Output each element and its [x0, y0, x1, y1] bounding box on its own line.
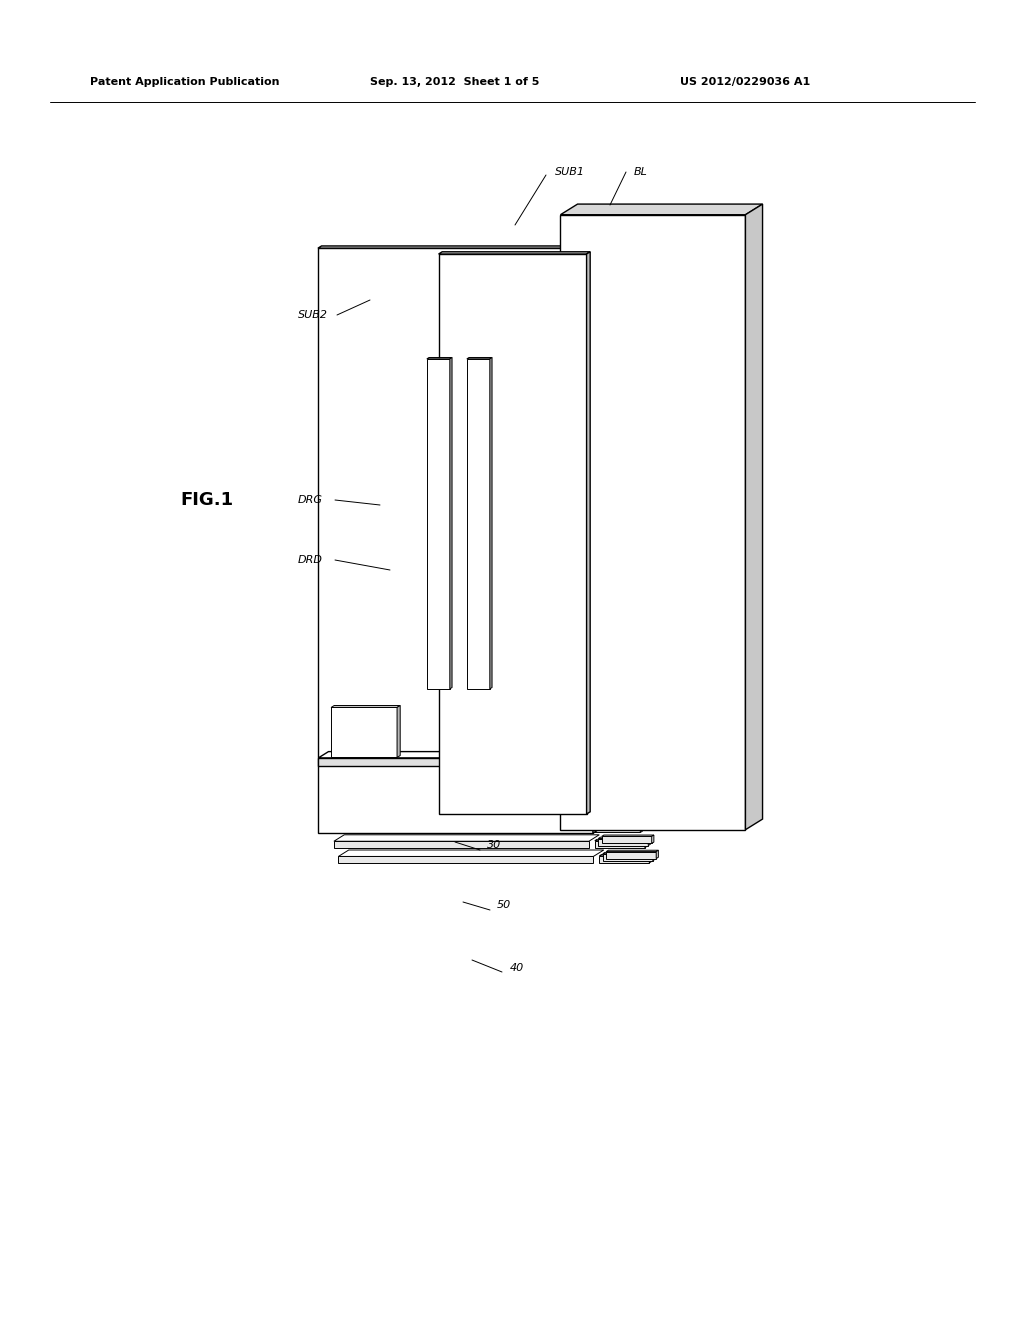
Polygon shape: [602, 837, 651, 843]
Polygon shape: [331, 705, 400, 708]
Polygon shape: [644, 822, 646, 830]
Text: SUB2: SUB2: [298, 310, 328, 319]
Polygon shape: [745, 205, 763, 830]
Text: DRG: DRG: [298, 495, 323, 506]
Polygon shape: [317, 246, 597, 248]
Polygon shape: [334, 834, 599, 841]
Polygon shape: [645, 840, 647, 847]
Polygon shape: [640, 824, 642, 833]
Polygon shape: [317, 248, 593, 833]
Polygon shape: [606, 850, 658, 851]
Text: US 2012/0229036 A1: US 2012/0229036 A1: [680, 77, 810, 87]
Polygon shape: [599, 855, 649, 863]
Polygon shape: [560, 205, 763, 215]
Polygon shape: [595, 840, 647, 841]
Polygon shape: [648, 837, 650, 846]
Polygon shape: [593, 751, 603, 766]
Polygon shape: [595, 841, 645, 847]
Polygon shape: [652, 853, 655, 861]
Polygon shape: [331, 708, 397, 758]
Polygon shape: [427, 358, 452, 359]
Polygon shape: [602, 836, 654, 837]
Polygon shape: [334, 841, 589, 849]
Polygon shape: [467, 358, 493, 359]
Polygon shape: [338, 857, 593, 863]
Polygon shape: [606, 851, 656, 858]
Polygon shape: [590, 824, 642, 825]
Polygon shape: [397, 705, 400, 758]
Text: DRD: DRD: [298, 554, 323, 565]
Polygon shape: [603, 854, 652, 861]
Text: Sep. 13, 2012  Sheet 1 of 5: Sep. 13, 2012 Sheet 1 of 5: [370, 77, 540, 87]
Text: FIG.1: FIG.1: [180, 491, 233, 510]
Polygon shape: [599, 854, 651, 855]
Text: SUB1: SUB1: [555, 168, 585, 177]
Polygon shape: [597, 821, 647, 828]
Polygon shape: [656, 850, 658, 858]
Polygon shape: [649, 854, 651, 863]
Polygon shape: [467, 359, 489, 689]
Polygon shape: [330, 826, 585, 833]
Text: BL: BL: [634, 168, 648, 177]
Polygon shape: [489, 358, 493, 689]
Polygon shape: [594, 822, 646, 824]
Polygon shape: [560, 215, 745, 830]
Polygon shape: [587, 252, 590, 814]
Polygon shape: [427, 359, 450, 689]
Polygon shape: [318, 751, 603, 758]
Polygon shape: [450, 358, 452, 689]
Polygon shape: [438, 252, 590, 253]
Text: 40: 40: [510, 964, 524, 973]
Polygon shape: [651, 836, 654, 843]
Polygon shape: [338, 850, 604, 857]
Polygon shape: [330, 820, 595, 826]
Polygon shape: [318, 758, 593, 766]
Polygon shape: [598, 838, 648, 846]
Polygon shape: [594, 824, 644, 830]
Text: Patent Application Publication: Patent Application Publication: [90, 77, 280, 87]
Text: 50: 50: [497, 900, 511, 909]
Polygon shape: [438, 253, 587, 814]
Polygon shape: [598, 837, 650, 838]
Polygon shape: [603, 853, 655, 854]
Polygon shape: [590, 825, 640, 833]
Polygon shape: [593, 246, 597, 833]
Polygon shape: [597, 820, 649, 821]
Polygon shape: [647, 820, 649, 828]
Text: 30: 30: [487, 840, 502, 850]
